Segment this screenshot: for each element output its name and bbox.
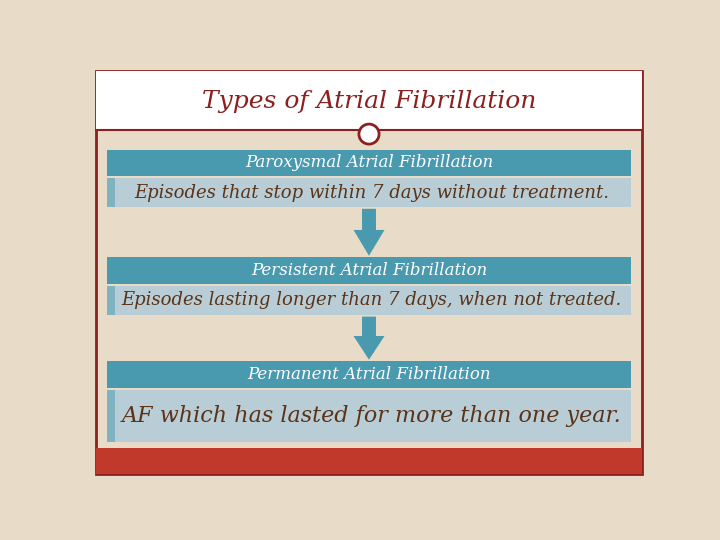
Text: Permanent Atrial Fibrillation: Permanent Atrial Fibrillation (247, 366, 491, 383)
Bar (107, 178, 114, 207)
Bar (96, 71, 642, 130)
Bar (107, 390, 114, 442)
Text: Episodes that stop within 7 days without treatment.: Episodes that stop within 7 days without… (134, 184, 609, 201)
Text: Paroxysmal Atrial Fibrillation: Paroxysmal Atrial Fibrillation (245, 154, 493, 172)
Bar (107, 390, 631, 442)
Polygon shape (354, 316, 384, 360)
Bar (107, 257, 631, 284)
Bar (107, 361, 631, 388)
Text: Episodes lasting longer than 7 days, when not treated.: Episodes lasting longer than 7 days, whe… (121, 292, 621, 309)
Text: Persistent Atrial Fibrillation: Persistent Atrial Fibrillation (251, 262, 487, 279)
Bar (107, 286, 114, 315)
Bar (107, 178, 631, 207)
Circle shape (359, 124, 379, 144)
Polygon shape (354, 209, 384, 256)
Bar (96, 448, 642, 475)
Bar (107, 286, 631, 315)
Bar (107, 150, 631, 177)
Text: AF which has lasted for more than one year.: AF which has lasted for more than one ye… (122, 405, 621, 427)
Text: Types of Atrial Fibrillation: Types of Atrial Fibrillation (202, 90, 536, 113)
